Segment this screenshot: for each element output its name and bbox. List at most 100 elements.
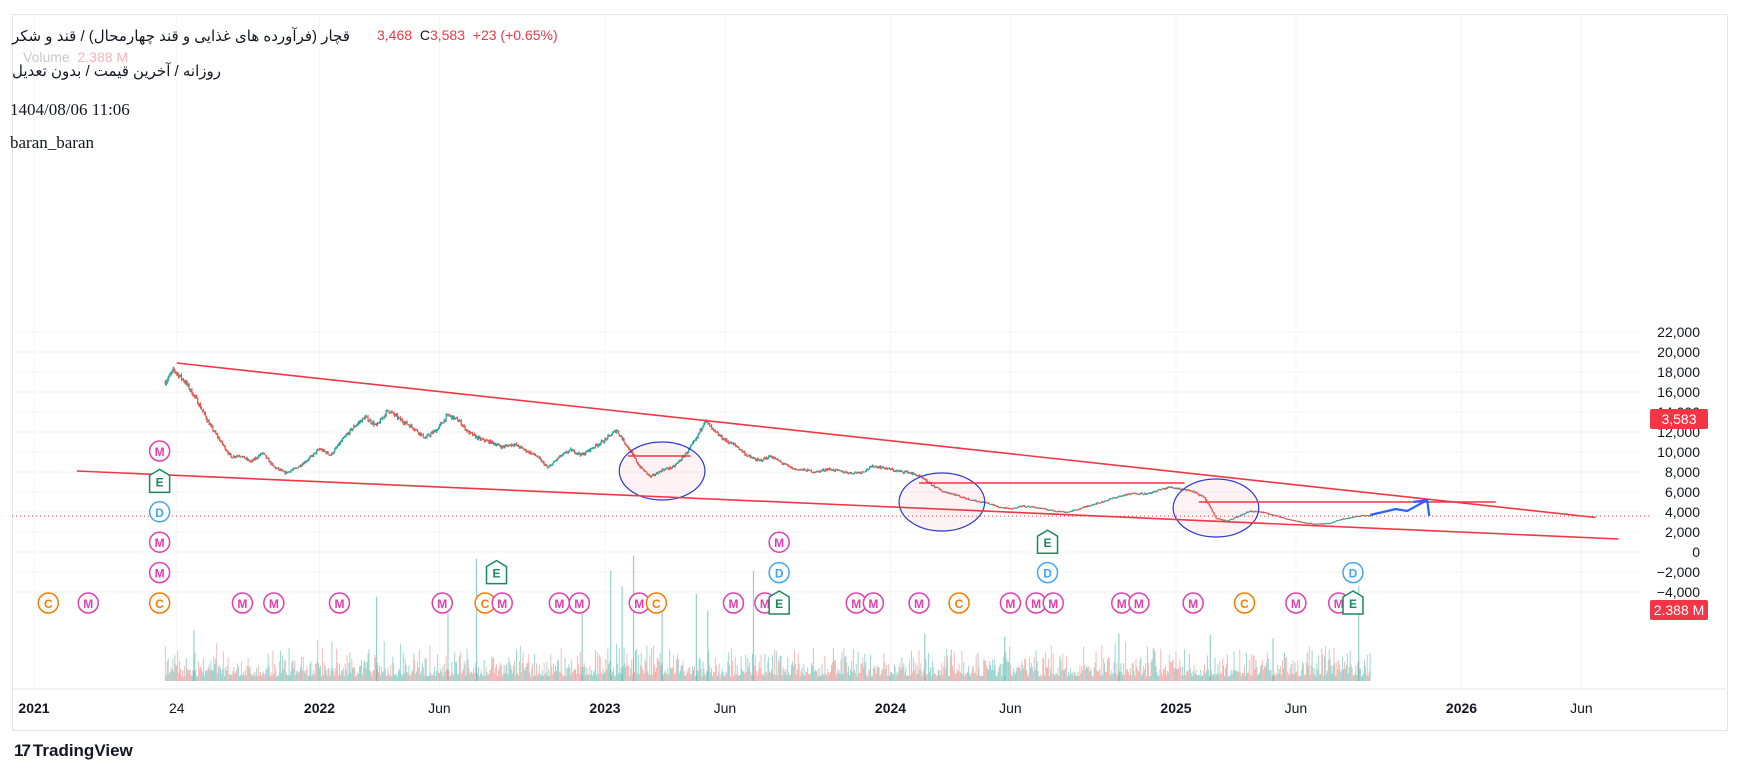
candle-body bbox=[1062, 511, 1064, 513]
candle-body bbox=[392, 412, 394, 414]
candle-body bbox=[1174, 488, 1176, 490]
candle-body bbox=[560, 455, 562, 457]
candle-body bbox=[725, 439, 727, 441]
candle-body bbox=[411, 425, 413, 428]
candle-body bbox=[1334, 521, 1336, 523]
candle-body bbox=[379, 418, 382, 424]
candle-body bbox=[415, 429, 417, 431]
candle-body bbox=[1046, 509, 1049, 511]
candle-body bbox=[1281, 517, 1283, 519]
candle-body bbox=[908, 472, 911, 474]
candle-body bbox=[755, 459, 757, 461]
candle-body bbox=[239, 456, 242, 458]
candle-body bbox=[390, 411, 392, 414]
candle-body bbox=[619, 435, 621, 437]
candle-body bbox=[197, 398, 199, 405]
candle-body bbox=[569, 449, 571, 451]
candle-body bbox=[166, 380, 168, 383]
candle-body bbox=[464, 425, 466, 430]
candle-body bbox=[292, 469, 294, 471]
candle-body bbox=[1308, 523, 1310, 525]
candle-body bbox=[528, 450, 530, 454]
candle-body bbox=[940, 489, 942, 491]
candle-body bbox=[483, 438, 485, 441]
candle-body bbox=[631, 452, 633, 454]
candle-body bbox=[620, 435, 622, 438]
candle-body bbox=[359, 420, 362, 423]
candle-body bbox=[1029, 507, 1031, 509]
candle-body bbox=[1039, 508, 1041, 510]
candle-body bbox=[789, 466, 792, 469]
candle-body bbox=[721, 435, 723, 440]
candle-body bbox=[573, 450, 576, 454]
candle-body bbox=[450, 415, 452, 417]
candle-body bbox=[578, 452, 580, 455]
candle-body bbox=[1304, 522, 1307, 524]
candle-body bbox=[170, 373, 172, 375]
candle-body bbox=[756, 458, 758, 461]
candle-body bbox=[951, 493, 953, 495]
candle-body bbox=[1010, 508, 1012, 510]
event-marker-letter: M bbox=[1188, 597, 1198, 611]
candle-body bbox=[538, 456, 540, 458]
candle-body bbox=[218, 437, 221, 441]
candle-body bbox=[471, 432, 473, 434]
candle-body bbox=[571, 448, 573, 452]
candle-body bbox=[1090, 505, 1092, 507]
candle-body bbox=[219, 440, 222, 442]
candle-body bbox=[525, 449, 527, 452]
candle-body bbox=[1236, 516, 1238, 518]
x-tick-label: Jun bbox=[428, 700, 451, 716]
candle-body bbox=[1051, 509, 1053, 511]
candle-body bbox=[785, 463, 787, 465]
candle-body bbox=[991, 503, 993, 505]
candle-body bbox=[1005, 507, 1007, 509]
candle-body bbox=[1320, 523, 1322, 525]
candle-body bbox=[230, 454, 232, 457]
candle-body bbox=[858, 472, 860, 474]
candle-body bbox=[862, 471, 864, 473]
candle-body bbox=[423, 437, 425, 439]
candle-body bbox=[695, 437, 697, 440]
candle-body bbox=[564, 452, 566, 454]
candle-body bbox=[1034, 507, 1036, 509]
candle-body bbox=[1239, 515, 1241, 517]
candle-body bbox=[597, 444, 599, 447]
candle-body bbox=[734, 444, 736, 446]
candle-body bbox=[999, 507, 1001, 509]
candle-body bbox=[1076, 509, 1078, 511]
candle-body bbox=[282, 470, 284, 472]
candle-body bbox=[267, 457, 269, 459]
candle-body bbox=[1295, 520, 1297, 522]
candle-body bbox=[1296, 520, 1298, 522]
candle-body bbox=[343, 437, 345, 439]
candle-body bbox=[382, 417, 384, 419]
tradingview-brand[interactable]: 17 TradingView bbox=[14, 741, 133, 761]
candle-body bbox=[1292, 520, 1294, 522]
candle-body bbox=[259, 453, 262, 456]
candle-body bbox=[955, 494, 957, 496]
candle-body bbox=[897, 470, 899, 472]
candle-body bbox=[1223, 519, 1226, 521]
candle-body bbox=[1364, 515, 1366, 517]
candle-body bbox=[475, 436, 478, 439]
candle-body bbox=[654, 474, 657, 476]
candle-body bbox=[701, 427, 703, 431]
candle-body bbox=[391, 411, 393, 413]
candle-body bbox=[554, 460, 557, 462]
candle-body bbox=[492, 440, 494, 443]
candle-body bbox=[766, 457, 768, 459]
candle-body bbox=[751, 457, 754, 459]
candle-body bbox=[352, 428, 354, 431]
candle-body bbox=[533, 453, 536, 456]
candle-body bbox=[1254, 511, 1256, 513]
candle-body bbox=[378, 422, 381, 424]
candle-body bbox=[848, 472, 851, 474]
candle-body bbox=[347, 433, 349, 435]
candle-body bbox=[671, 466, 674, 468]
candle-body bbox=[1066, 512, 1069, 514]
candle-body bbox=[1120, 495, 1122, 497]
candle-body bbox=[819, 470, 821, 473]
candle-body bbox=[261, 452, 263, 454]
